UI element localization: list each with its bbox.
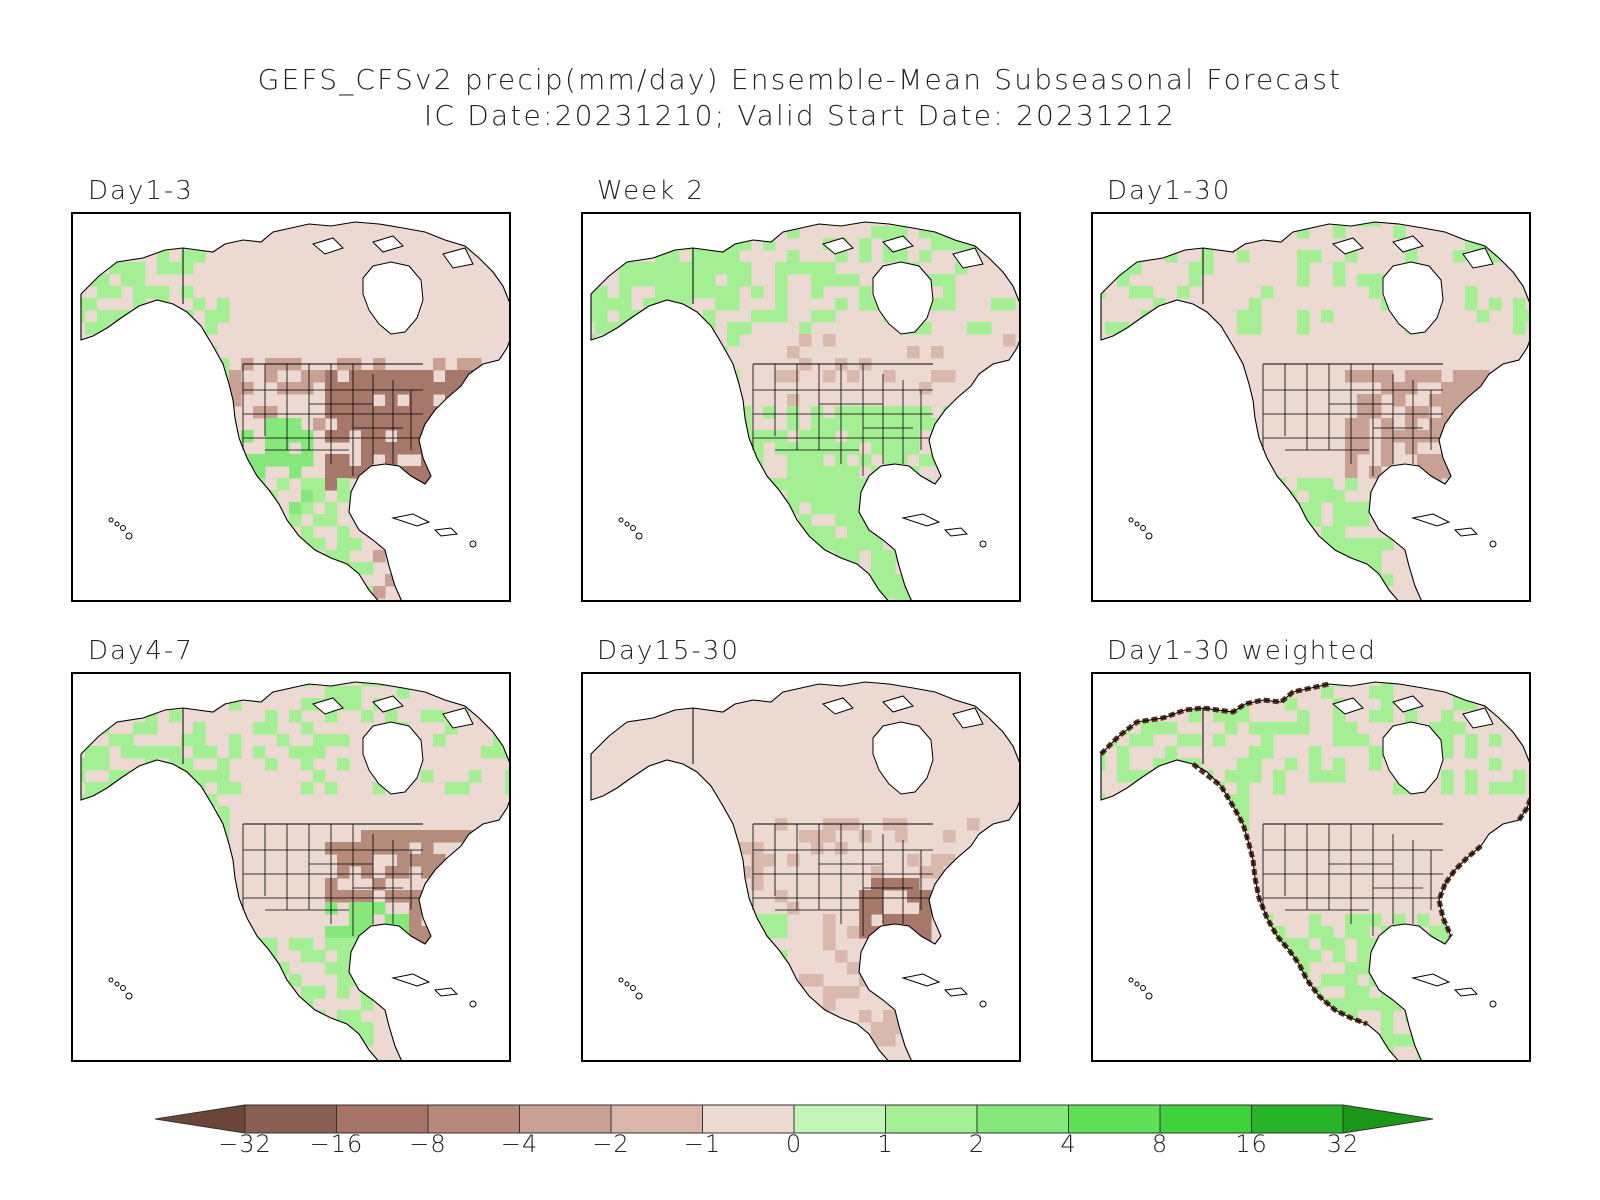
colorbar-segment [976,1104,1069,1134]
panel-label-day1-30: Day1-30 [1107,176,1232,206]
map-panel-week2 [581,212,1021,602]
coastline [590,681,1019,1060]
hawaii-islands [108,517,133,540]
colorbar-tick-label: 8 [1151,1130,1169,1158]
land-area [591,682,1019,1060]
arctic-islands [821,235,984,269]
colorbar-segment [885,1104,978,1134]
colorbar-tick-label: −8 [409,1130,447,1158]
land-area [1101,222,1529,600]
colorbar-segment [244,1104,337,1134]
hudson-bay [1382,261,1444,335]
colorbar-tick-label: −16 [309,1130,364,1158]
colorbar-tick-label: 1 [877,1130,894,1158]
gulf-of-mexico [349,486,409,534]
hudson-bay [872,721,934,795]
title-line-1: GEFS_CFSv2 precip(mm/day) Ensemble-Mean … [257,63,1343,96]
caribbean-islands [391,513,477,548]
coastline [1100,221,1529,600]
colorbar-segment [793,1104,886,1134]
coastline [80,221,509,600]
colorbar-tick-label: 4 [1060,1130,1077,1158]
arctic-islands [311,695,474,729]
panel-label-day1-30-weighted: Day1-30 weighted [1107,636,1377,666]
caribbean-islands [901,973,987,1008]
colorbar-tick-label: −1 [683,1130,722,1158]
colorbar-segment [336,1104,429,1134]
hawaii-islands [1128,517,1153,540]
arctic-islands [1331,235,1494,269]
gulf-of-mexico [859,486,919,534]
colorbar-segment [1251,1104,1344,1134]
hawaii-islands [108,977,133,1000]
map-panel-day1-3 [71,212,511,602]
caribbean-islands [1411,513,1497,548]
gulf-of-mexico [859,946,919,994]
colorbar-tick-label: −2 [592,1130,630,1158]
arctic-islands [821,695,984,729]
gulf-of-mexico [1369,946,1429,994]
colorbar-tick-label: 0 [785,1130,803,1158]
coastline [80,681,509,1060]
gulf-of-mexico [1369,486,1429,534]
colorbar-segment [1068,1104,1161,1134]
caribbean-islands [901,513,987,548]
colorbar-tick-label: −4 [500,1130,539,1158]
colorbar-segment [519,1104,612,1134]
hudson-bay [362,721,424,795]
arctic-islands [1331,695,1494,729]
coastline [590,221,1019,600]
hudson-bay [1382,721,1444,795]
map-panel-day1-30 [1091,212,1531,602]
colorbar-segment [1159,1104,1252,1134]
hudson-bay [872,261,934,335]
gulf-of-mexico [349,946,409,994]
colorbar-tick-label: −32 [218,1130,272,1158]
land-area [81,682,509,1060]
caribbean-islands [1411,973,1497,1008]
colorbar-segment [427,1104,520,1134]
hawaii-islands [618,517,643,540]
colorbar-arrow-right [1342,1104,1434,1134]
map-panel-day15-30 [581,672,1021,1062]
hudson-bay [362,261,424,335]
colorbar-segment [610,1104,703,1134]
panel-label-week2: Week 2 [597,176,706,206]
figure-title: GEFS_CFSv2 precip(mm/day) Ensemble-Mean … [0,62,1600,134]
map-panel-day4-7 [71,672,511,1062]
colorbar-tick-label: 2 [968,1130,986,1158]
hawaii-islands [618,977,643,1000]
panel-label-day1-3: Day1-3 [88,176,194,206]
panel-label-day15-30: Day15-30 [597,636,740,666]
colorbar [155,1104,1434,1134]
hawaii-islands [1128,977,1153,1000]
arctic-islands [311,235,474,269]
title-line-2: IC Date:20231210; Valid Start Date: 2023… [423,99,1177,132]
caribbean-islands [391,973,477,1008]
coastline [1100,681,1529,1060]
map-panel-day1-30-weighted [1091,672,1531,1062]
colorbar-tick-label: 32 [1326,1130,1360,1158]
panel-label-day4-7: Day4-7 [88,636,194,666]
colorbar-arrow-left [155,1104,246,1134]
colorbar-segment [702,1104,795,1134]
colorbar-tick-label: 16 [1235,1130,1268,1158]
